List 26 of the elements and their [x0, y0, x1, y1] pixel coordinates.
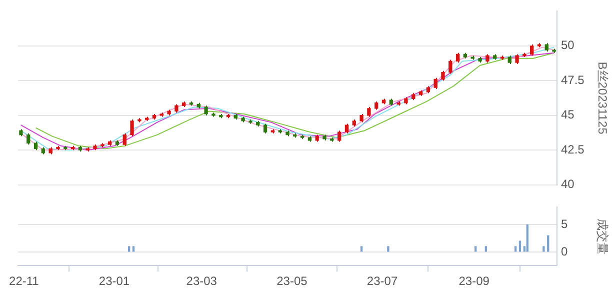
y-axis-title: B丝20231125 — [595, 62, 610, 135]
x-tick-label: 23-01 — [98, 274, 130, 288]
y-axis-title: 成交量 — [595, 218, 610, 254]
x-tick-label: 23-09 — [458, 274, 490, 288]
bar — [387, 246, 390, 252]
x-tick-label: 23-03 — [186, 274, 218, 288]
y-tick-label: 0 — [561, 244, 568, 258]
bar — [518, 240, 522, 252]
y-tick-label: 42.5 — [561, 142, 585, 156]
bar — [128, 246, 130, 252]
x-tick-label: 22-11 — [9, 274, 40, 288]
bar — [526, 224, 528, 252]
bar — [474, 246, 477, 252]
bar — [514, 246, 517, 252]
y-tick-label: 50 — [561, 38, 575, 52]
bar — [132, 246, 135, 252]
y-tick-label: 5 — [561, 216, 568, 231]
y-tick-label: 40 — [561, 177, 575, 192]
bar — [542, 246, 545, 252]
bar — [547, 235, 550, 252]
bar — [360, 246, 363, 252]
x-tick-label: 23-07 — [366, 274, 398, 288]
y-tick-label: 47.5 — [561, 72, 585, 87]
y-tick-label: 45 — [561, 108, 575, 122]
bar — [484, 246, 488, 252]
x-tick-label: 23-05 — [276, 274, 308, 288]
